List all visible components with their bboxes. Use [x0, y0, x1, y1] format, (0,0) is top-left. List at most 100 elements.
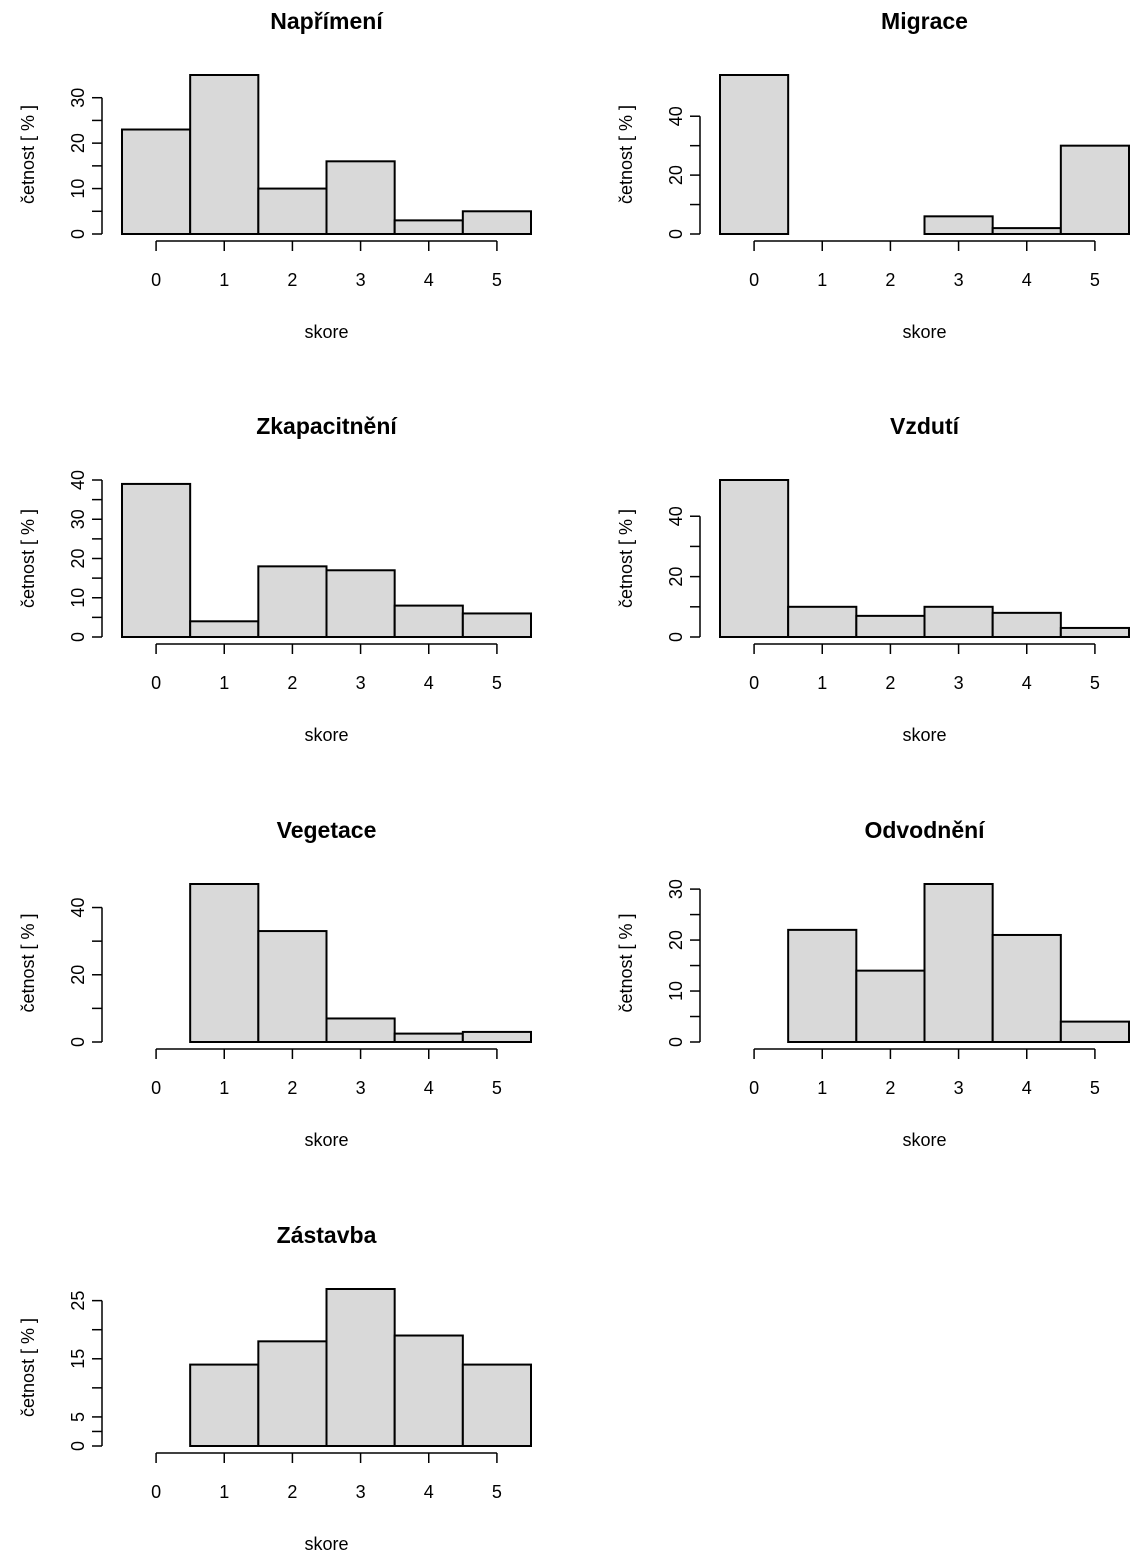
y-axis-label: četnost [ % ] — [18, 105, 38, 204]
chart-title: Vzdutí — [890, 413, 961, 439]
chart-panel: Migrace 0 1 2 3 4 5 skore 0 20 40 četnost [ % ] — [616, 8, 1131, 342]
y-tick-label: 10 — [68, 179, 88, 199]
x-tick-label: 5 — [492, 673, 502, 693]
bar — [461, 1363, 533, 1448]
bar — [189, 74, 260, 235]
x-axis-label: skore — [902, 725, 946, 745]
y-tick-label: 5 — [68, 1412, 88, 1422]
y-axis-label: četnost [ % ] — [616, 105, 636, 204]
y-tick-label: 20 — [666, 165, 686, 185]
y-tick-label: 30 — [666, 879, 686, 899]
x-tick-label: 2 — [885, 270, 895, 290]
x-tick-label: 3 — [356, 1078, 366, 1098]
bar — [325, 1017, 396, 1043]
bar — [121, 482, 192, 638]
x-tick-label: 3 — [356, 270, 366, 290]
chart-title: Zástavba — [277, 1222, 377, 1248]
bar — [719, 74, 790, 235]
x-tick-label: 0 — [151, 1078, 161, 1098]
bar — [189, 1363, 260, 1448]
x-tick-label: 3 — [954, 270, 964, 290]
bar — [189, 883, 260, 1043]
bar — [991, 933, 1062, 1043]
x-tick-label: 5 — [492, 270, 502, 290]
chart-title: Zkapacitnění — [256, 413, 398, 439]
bar — [991, 611, 1062, 638]
y-tick-label: 15 — [68, 1349, 88, 1369]
x-axis-label: skore — [304, 1534, 348, 1554]
y-tick-label: 40 — [68, 470, 88, 490]
bar — [991, 227, 1062, 236]
chart-panel: Odvodnění 0 1 2 3 4 5 skore 0 10 20 30 četnost [ % ] — [616, 817, 1131, 1150]
x-axis-label: skore — [902, 322, 946, 342]
y-tick-label: 40 — [68, 898, 88, 918]
bar — [325, 160, 396, 235]
y-tick-label: 40 — [666, 506, 686, 526]
y-tick-label: 0 — [68, 1441, 88, 1451]
y-axis-label: četnost [ % ] — [616, 913, 636, 1012]
chart-title: Napřímení — [270, 8, 384, 34]
chart-panel: Zkapacitnění 0 1 2 3 4 5 skore 0 10 20 30 40 četnost … — [18, 413, 533, 745]
bar — [461, 1030, 533, 1044]
x-tick-label: 2 — [287, 1482, 297, 1502]
y-axis-label: četnost [ % ] — [18, 913, 38, 1012]
x-tick-label: 1 — [219, 673, 229, 693]
chart-panel: Vzdutí 0 1 2 3 4 5 skore 0 20 40 četnost [ % ] — [616, 413, 1131, 745]
y-tick-label: 10 — [666, 981, 686, 1001]
y-tick-label: 40 — [666, 106, 686, 126]
x-tick-label: 0 — [749, 270, 759, 290]
y-axis-label: četnost [ % ] — [616, 509, 636, 608]
x-tick-label: 1 — [219, 1078, 229, 1098]
x-tick-label: 3 — [954, 1078, 964, 1098]
bar — [257, 1340, 328, 1448]
x-tick-label: 2 — [287, 673, 297, 693]
x-tick-label: 4 — [424, 673, 434, 693]
bar — [1059, 626, 1131, 639]
y-tick-label: 25 — [68, 1291, 88, 1311]
x-axis-label: skore — [304, 1130, 348, 1150]
y-tick-label: 20 — [666, 567, 686, 587]
x-tick-label: 5 — [1090, 270, 1100, 290]
x-tick-label: 2 — [287, 270, 297, 290]
y-tick-label: 0 — [68, 632, 88, 642]
x-tick-label: 1 — [817, 270, 827, 290]
x-axis-label: skore — [304, 725, 348, 745]
chart-title: Odvodnění — [864, 817, 986, 843]
x-tick-label: 3 — [356, 673, 366, 693]
x-tick-label: 0 — [749, 1078, 759, 1098]
y-tick-label: 30 — [68, 509, 88, 529]
x-tick-label: 5 — [1090, 673, 1100, 693]
y-tick-label: 0 — [68, 1037, 88, 1047]
bar — [923, 215, 994, 235]
x-axis-label: skore — [304, 322, 348, 342]
y-axis-label: četnost [ % ] — [18, 509, 38, 608]
y-tick-label: 20 — [68, 965, 88, 985]
x-tick-label: 4 — [424, 1078, 434, 1098]
bar — [393, 1334, 464, 1448]
y-axis-label: četnost [ % ] — [18, 1318, 38, 1417]
y-tick-label: 0 — [666, 632, 686, 642]
x-tick-label: 4 — [1022, 1078, 1032, 1098]
bar — [121, 128, 192, 235]
bar — [923, 883, 994, 1043]
x-tick-label: 5 — [1090, 1078, 1100, 1098]
y-tick-label: 0 — [666, 229, 686, 239]
bar — [325, 569, 396, 639]
bar — [257, 930, 328, 1044]
bar — [257, 565, 328, 638]
x-tick-label: 0 — [749, 673, 759, 693]
x-axis-label: skore — [902, 1130, 946, 1150]
chart-panel: Vegetace 0 1 2 3 4 5 skore 0 20 40 četnost [ % ] — [18, 817, 533, 1150]
x-tick-label: 1 — [817, 673, 827, 693]
x-tick-label: 5 — [492, 1078, 502, 1098]
y-tick-label: 0 — [68, 229, 88, 239]
y-tick-label: 10 — [68, 588, 88, 608]
chart-title: Migrace — [881, 8, 968, 34]
x-tick-label: 0 — [151, 270, 161, 290]
x-tick-label: 1 — [219, 1482, 229, 1502]
x-tick-label: 4 — [1022, 673, 1032, 693]
x-tick-label: 5 — [492, 1482, 502, 1502]
bar — [461, 612, 533, 639]
x-tick-label: 3 — [954, 673, 964, 693]
